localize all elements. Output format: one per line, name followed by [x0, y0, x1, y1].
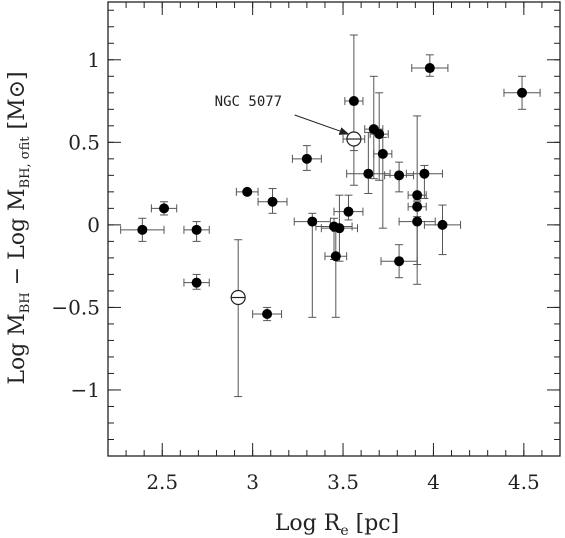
y-tick-label: 0 — [87, 213, 100, 237]
x-tick-label: 3.5 — [327, 470, 359, 494]
error-bars — [120, 34, 541, 398]
x-tick-label: 3 — [246, 470, 259, 494]
x-tick-label: 2.5 — [146, 470, 178, 494]
data-point — [394, 170, 405, 181]
data-point — [343, 206, 354, 217]
y-tick-label: 0.5 — [68, 130, 100, 154]
data-point — [412, 190, 423, 201]
data-point — [412, 216, 423, 227]
y-axis-title: Log MBH − Log MBH, σfit [M⊙] — [5, 71, 33, 384]
data-point — [267, 196, 278, 207]
data-point — [191, 277, 202, 288]
data-point — [159, 203, 170, 214]
data-point — [262, 309, 273, 320]
data-point — [348, 96, 359, 107]
y-tick-label: 1 — [87, 48, 100, 72]
tick-labels: 2.5 3 3.5 4 4.5 −1 −0.5 0 0.5 1 — [51, 48, 539, 494]
axis-ticks — [107, 2, 561, 456]
data-point — [363, 168, 374, 179]
data-point — [242, 186, 253, 197]
data-point — [424, 63, 435, 74]
plot-frame — [107, 1, 561, 457]
data-point — [191, 224, 202, 235]
annotations: NGC 5077 — [215, 94, 350, 135]
data-point — [307, 216, 318, 227]
annotation-label: NGC 5077 — [215, 94, 282, 110]
x-axis-title: Log Re [pc] — [275, 511, 399, 538]
annotation-arrow — [294, 114, 350, 135]
data-point — [412, 201, 423, 212]
data-point — [419, 168, 430, 179]
data-point — [374, 129, 385, 140]
y-tick-label: −0.5 — [51, 295, 100, 319]
data-point — [377, 148, 388, 159]
data-point-open — [346, 131, 362, 147]
data-point — [437, 219, 448, 230]
x-tick-label: 4.5 — [508, 470, 540, 494]
data-point — [394, 256, 405, 267]
y-tick-label: −1 — [71, 378, 100, 402]
data-point — [517, 87, 528, 98]
data-point — [330, 251, 341, 262]
data-points — [137, 63, 528, 320]
data-point-open — [230, 289, 246, 306]
data-point — [301, 153, 312, 164]
data-point — [137, 224, 148, 235]
x-tick-label: 4 — [427, 470, 440, 494]
data-point — [334, 223, 345, 234]
